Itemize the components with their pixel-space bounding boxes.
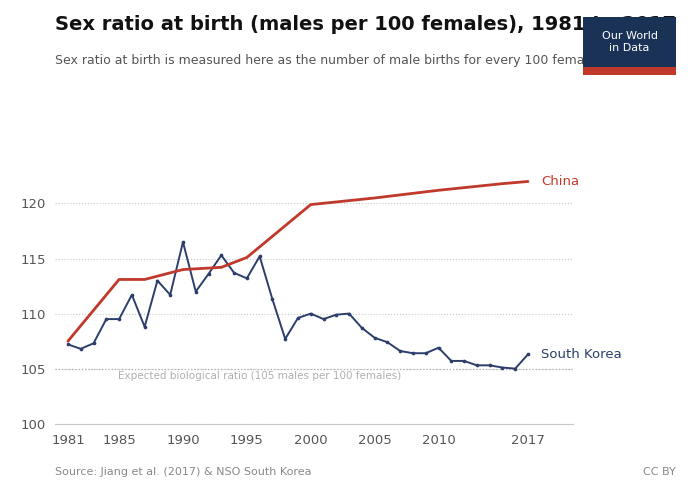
Point xyxy=(165,291,176,299)
Point xyxy=(408,349,419,357)
Point xyxy=(420,349,431,357)
Point xyxy=(305,310,316,318)
Point xyxy=(267,296,278,303)
Point xyxy=(203,270,214,278)
Text: China: China xyxy=(541,175,579,188)
Point xyxy=(510,365,521,373)
Point xyxy=(356,324,367,332)
Point xyxy=(382,338,393,346)
Point xyxy=(369,334,380,342)
Text: CC BY: CC BY xyxy=(644,467,676,477)
Point xyxy=(446,357,457,365)
Point xyxy=(522,351,533,358)
Point xyxy=(484,361,495,369)
Point xyxy=(254,252,265,260)
Point xyxy=(497,364,508,372)
Point xyxy=(395,347,406,355)
Point xyxy=(190,288,201,296)
Text: Our World
in Data: Our World in Data xyxy=(602,31,658,53)
Point xyxy=(344,310,355,318)
Point xyxy=(228,269,239,277)
Point xyxy=(279,335,290,343)
Point xyxy=(126,291,137,299)
Point xyxy=(152,277,163,284)
Text: Sex ratio at birth (males per 100 females), 1981 to 2017: Sex ratio at birth (males per 100 female… xyxy=(55,15,676,34)
Point xyxy=(88,339,99,347)
Point xyxy=(293,314,304,322)
Point xyxy=(63,340,74,348)
Text: South Korea: South Korea xyxy=(541,348,622,361)
Point xyxy=(75,345,86,353)
Point xyxy=(433,344,444,352)
Point xyxy=(331,311,342,318)
Point xyxy=(139,323,150,331)
Point xyxy=(101,315,112,323)
Point xyxy=(471,361,482,369)
Point xyxy=(318,315,329,323)
Text: Sex ratio at birth is measured here as the number of male births for every 100 f: Sex ratio at birth is measured here as t… xyxy=(55,54,640,67)
Point xyxy=(459,357,470,365)
Point xyxy=(241,275,253,282)
Point xyxy=(114,315,125,323)
Text: Expected biological ratio (105 males per 100 females): Expected biological ratio (105 males per… xyxy=(118,372,402,381)
Text: Source: Jiang et al. (2017) & NSO South Korea: Source: Jiang et al. (2017) & NSO South … xyxy=(55,467,312,477)
Point xyxy=(216,251,227,259)
Point xyxy=(177,238,188,246)
